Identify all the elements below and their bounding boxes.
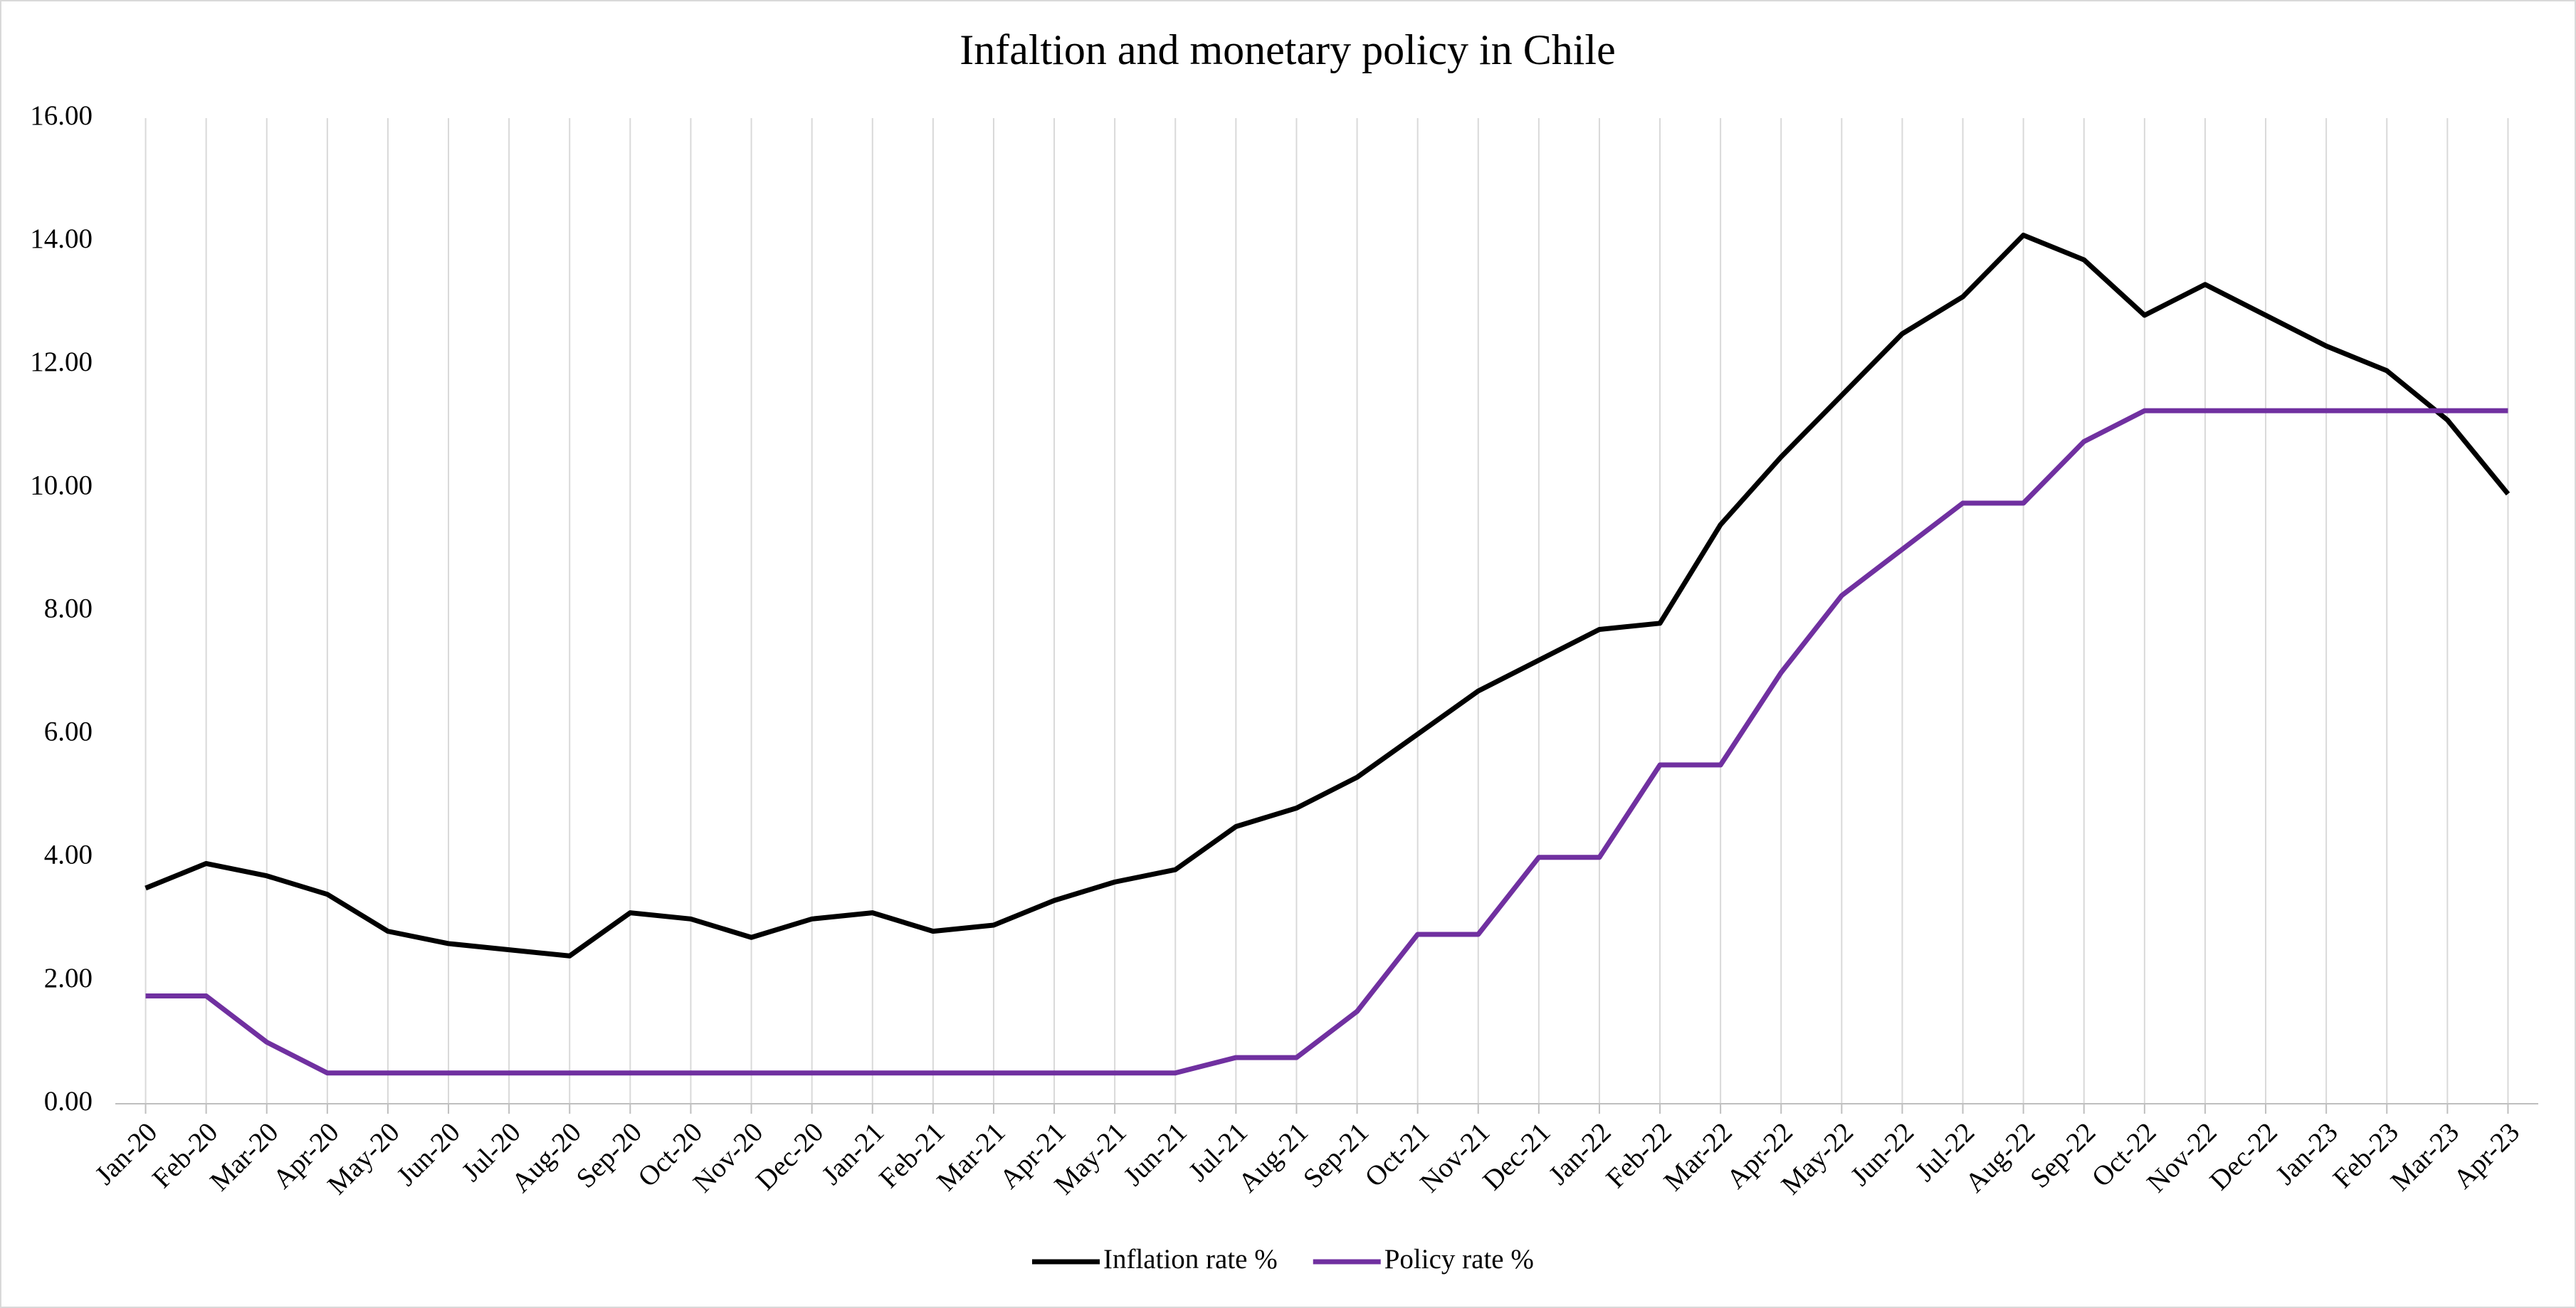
chart-title: Infaltion and monetary policy in Chile bbox=[960, 26, 1615, 73]
legend-label: Inflation rate % bbox=[1103, 1244, 1278, 1275]
y-tick-label: 14.00 bbox=[30, 223, 93, 254]
y-tick-label: 6.00 bbox=[44, 717, 93, 747]
y-tick-label: 2.00 bbox=[44, 963, 93, 993]
y-tick-label: 0.00 bbox=[44, 1086, 93, 1117]
legend-label: Policy rate % bbox=[1384, 1244, 1534, 1275]
y-tick-label: 12.00 bbox=[30, 347, 93, 377]
series-line bbox=[145, 408, 2508, 1076]
series-line bbox=[144, 232, 2511, 959]
y-tick-label: 4.00 bbox=[44, 840, 93, 870]
y-tick-label: 8.00 bbox=[44, 593, 93, 623]
y-tick-label: 16.00 bbox=[30, 100, 93, 131]
y-tick-label: 10.00 bbox=[30, 470, 93, 500]
